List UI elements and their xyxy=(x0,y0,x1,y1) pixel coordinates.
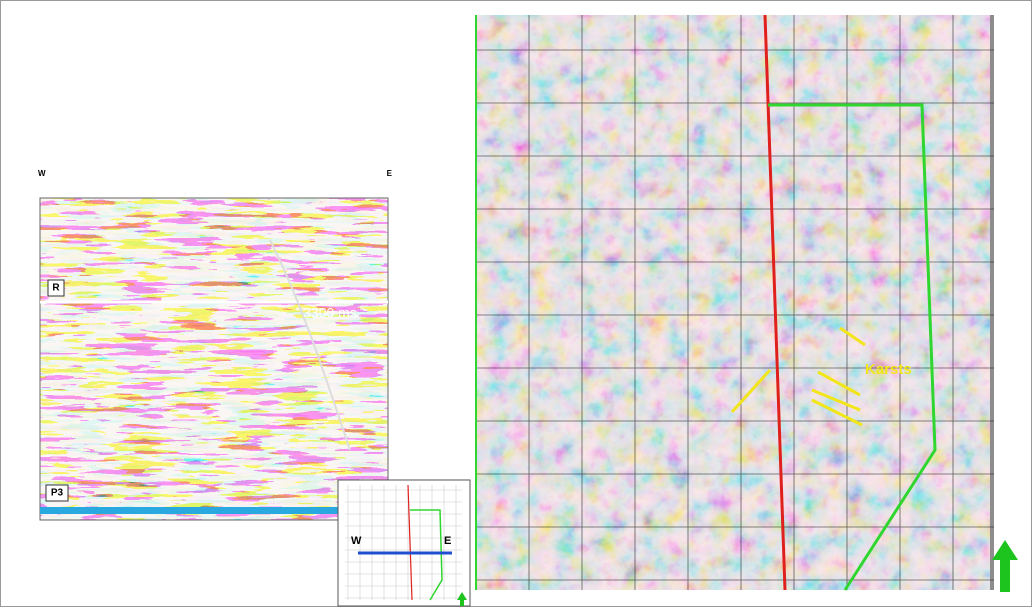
direction-label: W xyxy=(38,169,46,178)
horizon-band xyxy=(40,507,388,514)
karst-label: Karsts xyxy=(865,361,912,378)
direction-label: E xyxy=(387,169,393,178)
horizon-label: R xyxy=(52,283,60,294)
attribute-map: Karsts xyxy=(476,15,1018,592)
figure: R P3 3300 ms W E Karsts W E xyxy=(0,0,1032,607)
inset-label: W xyxy=(351,535,362,547)
time-label: 3300 ms xyxy=(303,305,357,321)
north-arrow xyxy=(992,540,1018,592)
inset-map: W E xyxy=(338,480,470,606)
horizon-label: P3 xyxy=(51,488,64,499)
section-image xyxy=(40,198,388,520)
seismic-section: R P3 3300 ms W E xyxy=(38,169,393,520)
inset-label: E xyxy=(444,535,451,547)
